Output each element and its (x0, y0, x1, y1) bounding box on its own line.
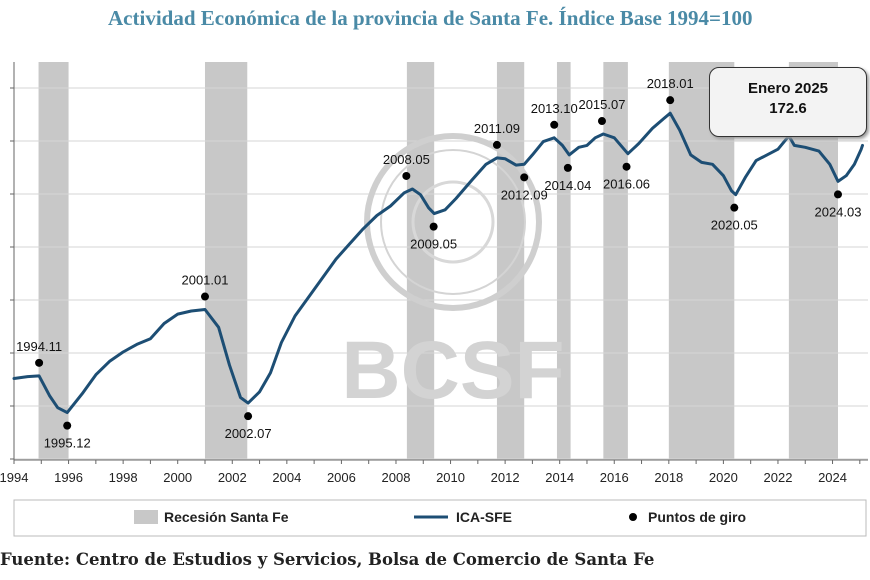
turning-point-marker (730, 203, 739, 212)
turning-point-marker (520, 173, 529, 182)
legend-label: Recesión Santa Fe (164, 509, 289, 525)
legend-swatch-recession (134, 510, 158, 524)
turning-point-marker (200, 292, 209, 301)
turning-point-marker (597, 117, 606, 126)
x-tick-label: 2004 (272, 470, 301, 485)
watermark: BCSF (341, 133, 565, 416)
turning-points: 1994.11 1995.12 2001.01 2002.07 2008.05 2009.… (16, 76, 861, 450)
turning-point-label: 2018.01 (647, 76, 694, 91)
turning-point-marker (622, 162, 631, 171)
turning-point-label: 1995.12 (44, 436, 91, 451)
turning-point-marker (429, 222, 438, 231)
x-tick-label: 2014 (545, 470, 574, 485)
x-tick-label: 1998 (109, 470, 138, 485)
turning-point-marker (492, 140, 501, 149)
x-tick-label: 2020 (709, 470, 738, 485)
turning-point-marker (63, 421, 72, 430)
latest-value-callout: Enero 2025 172.6 (709, 67, 867, 137)
legend-label: ICA-SFE (456, 509, 512, 525)
x-tick-label: 2008 (382, 470, 411, 485)
turning-point-label: 2008.05 (383, 152, 430, 167)
x-tick-label: 2022 (764, 470, 793, 485)
recession-band (556, 62, 571, 460)
turning-point-label: 2016.06 (603, 177, 650, 192)
turning-point-label: 2009.05 (410, 237, 457, 252)
x-tick-label: 2006 (327, 470, 356, 485)
turning-point-marker (833, 190, 842, 199)
x-tick-label: 2012 (491, 470, 520, 485)
turning-point-marker (244, 412, 253, 421)
turning-point-label: 2013.10 (531, 101, 578, 116)
x-tick-label: 2002 (218, 470, 247, 485)
source-note: Fuente: Centro de Estudios y Servicios, … (0, 550, 655, 569)
legend-swatch-points (629, 513, 637, 521)
x-axis-ticks: 1994 1996 1998 2000 2002 2004 2006 2008 2010 2012… (0, 460, 861, 485)
recession-band (406, 62, 435, 460)
x-tick-label: 2000 (163, 470, 192, 485)
chart-title: Actividad Económica de la provincia de S… (108, 6, 753, 30)
series-line-ica-sfe (12, 111, 864, 415)
turning-point-marker (550, 120, 559, 129)
turning-point-label: 2011.09 (474, 121, 520, 136)
turning-point-marker (666, 96, 675, 105)
legend: Recesión Santa Fe ICA-SFE Puntos de giro (13, 499, 867, 537)
x-tick-label: 2016 (600, 470, 629, 485)
recession-band (204, 62, 248, 460)
recession-band (603, 62, 628, 460)
axes (10, 62, 868, 461)
turning-point-label: 2002.07 (225, 426, 272, 441)
series-lines (12, 111, 864, 415)
x-tick-label: 1996 (54, 470, 83, 485)
legend-label: Puntos de giro (648, 509, 746, 525)
turning-point-label: 1994.11 (16, 339, 62, 354)
x-tick-label: 2018 (654, 470, 683, 485)
x-tick-label: 2010 (436, 470, 465, 485)
turning-point-label: 2001.01 (181, 273, 228, 288)
recession-band (496, 62, 525, 460)
turning-point-marker (35, 358, 44, 367)
turning-point-label: 2024.03 (814, 204, 861, 219)
turning-point-label: 2012.09 (501, 187, 548, 202)
turning-point-marker (402, 171, 411, 180)
x-tick-label: 2024 (818, 470, 847, 485)
callout-value: 172.6 (769, 100, 807, 117)
turning-point-label: 2014.04 (544, 178, 591, 193)
callout-label: Enero 2025 (747, 80, 829, 97)
turning-point-label: 2020.05 (711, 218, 758, 233)
turning-point-marker (563, 163, 572, 172)
turning-point-label: 2015.07 (578, 97, 625, 112)
watermark-text: BCSF (341, 325, 564, 416)
recession-band (38, 62, 69, 460)
x-tick-label: 1994 (0, 470, 28, 485)
